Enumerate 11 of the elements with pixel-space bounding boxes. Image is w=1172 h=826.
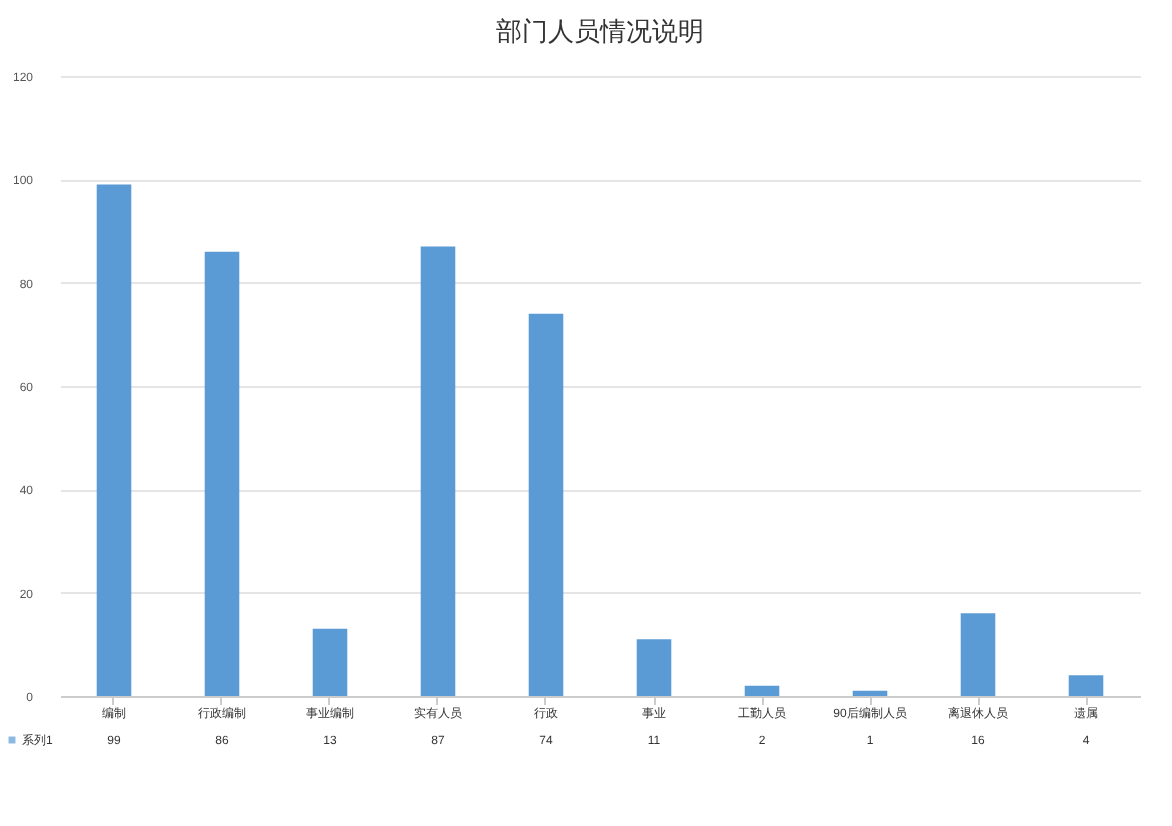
bar: [744, 685, 780, 696]
chart-title: 部门人员情况说明: [496, 16, 704, 46]
bar: [636, 639, 672, 696]
bar: [852, 690, 888, 696]
bar: [960, 613, 996, 696]
bar: [312, 628, 348, 696]
bar: [204, 251, 240, 696]
bar: [420, 246, 456, 696]
bar: [96, 184, 132, 696]
bar: [1068, 675, 1104, 696]
bar: [528, 313, 564, 696]
